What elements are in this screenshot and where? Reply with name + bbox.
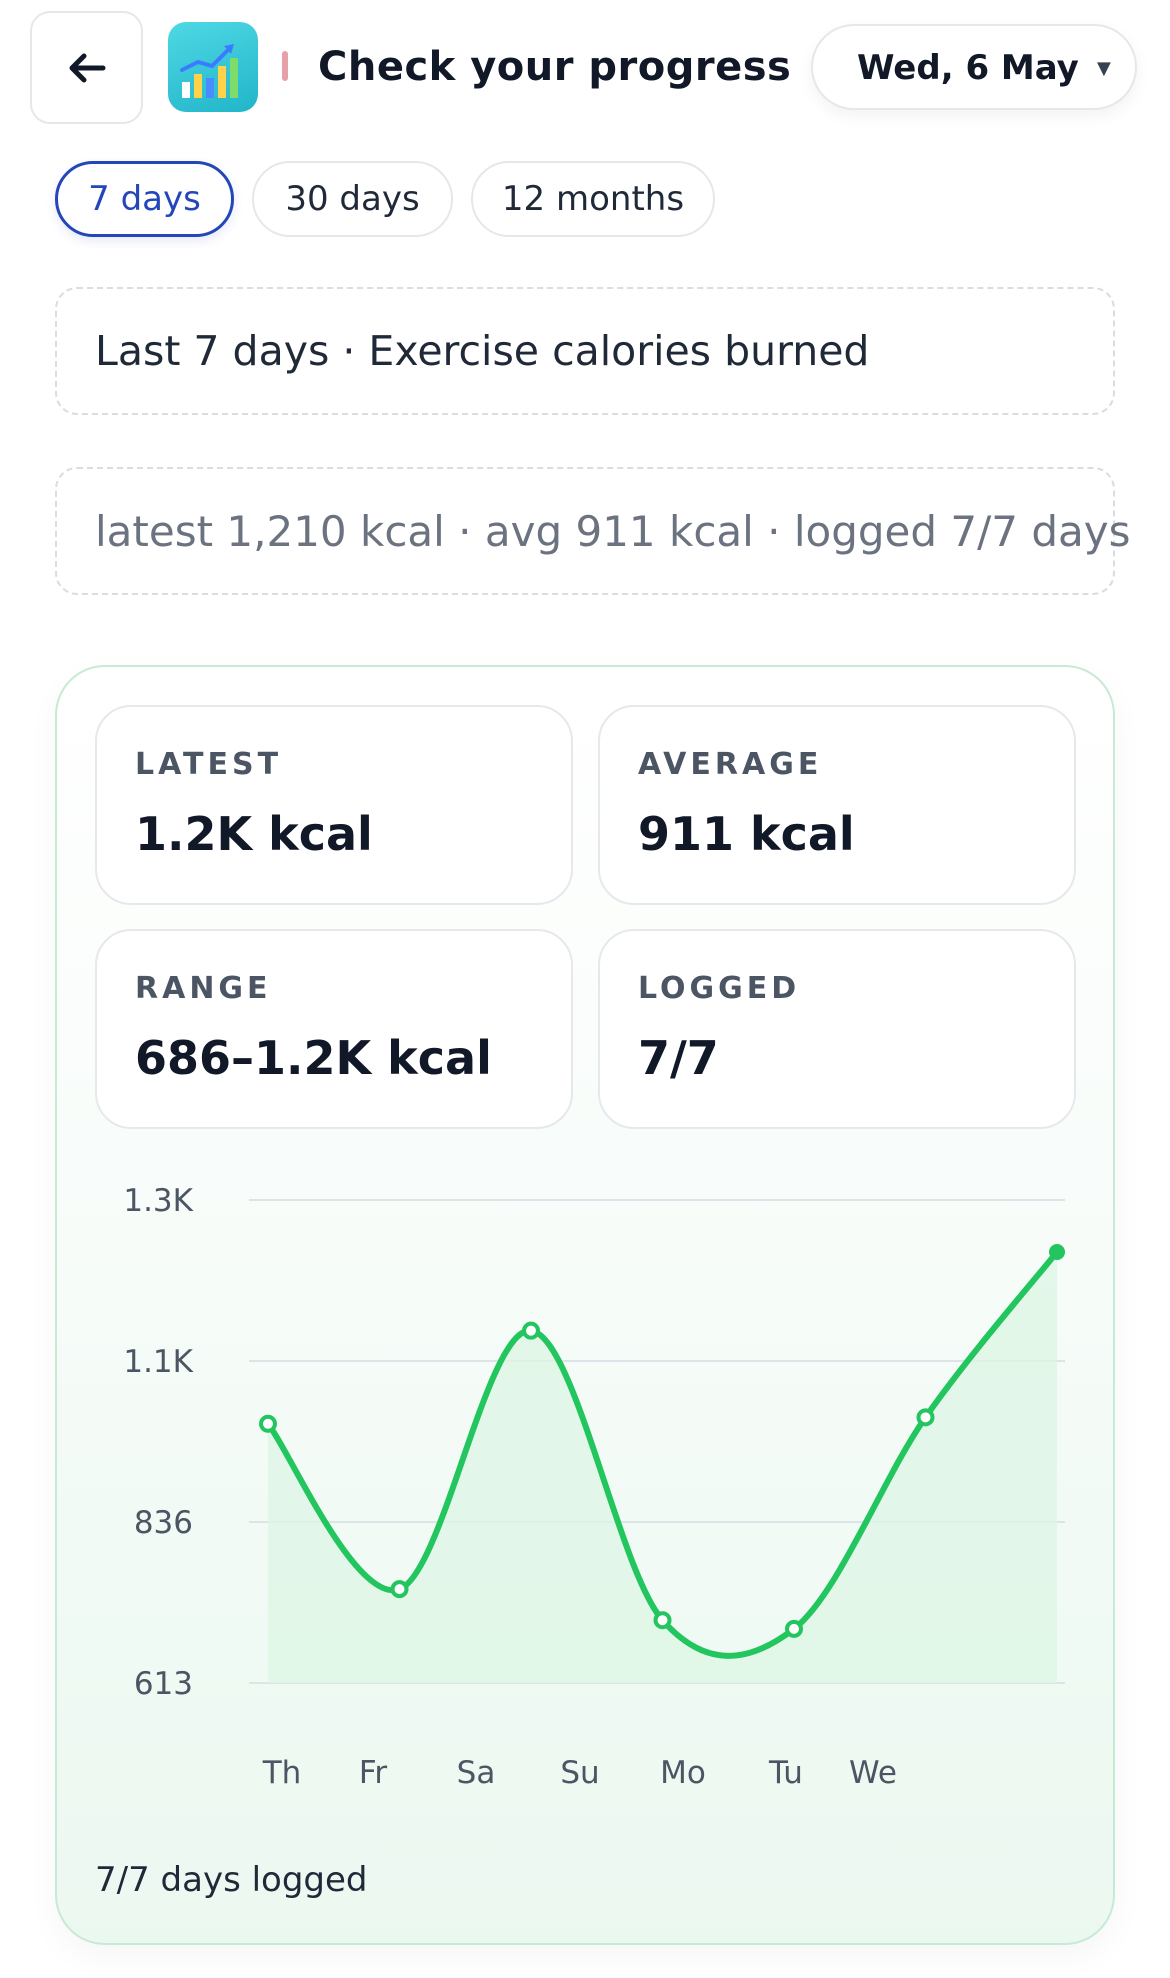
- x-tick-label: Th: [262, 1755, 302, 1791]
- stat-value: 1.2K kcal: [135, 807, 373, 861]
- stat-label: LOGGED: [638, 971, 801, 1006]
- arrow-left-icon: [69, 53, 105, 82]
- tab-12-months[interactable]: 12 months: [471, 161, 715, 237]
- stat-latest: LATEST 1.2K kcal: [95, 705, 573, 905]
- tab-30-days[interactable]: 30 days: [252, 161, 453, 237]
- x-tick-label: Mo: [660, 1755, 706, 1791]
- days-logged-note: 7/7 days logged: [95, 1860, 368, 1900]
- date-label: Wed, 6 May: [857, 48, 1079, 88]
- data-point: [916, 1408, 935, 1427]
- series-area: [268, 1251, 1057, 1683]
- summary-stats: latest 1,210 kcal · avg 911 kcal · logge…: [55, 467, 1130, 595]
- calories-chart: 1.3K 1.1K 836 613 Th Fr Sa Su Mo Tu We: [123, 1183, 1065, 1791]
- x-tick-label: Tu: [768, 1755, 803, 1791]
- stat-value: 911 kcal: [638, 807, 855, 861]
- data-point: [653, 1611, 672, 1630]
- data-point: [785, 1619, 803, 1638]
- stat-value: 7/7: [638, 1031, 719, 1085]
- stat-label: AVERAGE: [638, 747, 823, 782]
- stat-label: LATEST: [135, 747, 283, 782]
- x-tick-label: Su: [560, 1755, 599, 1791]
- stat-range: RANGE 686–1.2K kcal: [95, 929, 573, 1129]
- y-tick-label: 1.1K: [123, 1344, 193, 1380]
- page-title: Check your progress: [318, 44, 792, 90]
- stat-value: 686–1.2K kcal: [135, 1031, 492, 1085]
- y-tick-label: 613: [134, 1666, 193, 1702]
- tab-7-days[interactable]: 7 days: [55, 161, 234, 237]
- caret-down-icon: ▼: [1097, 58, 1111, 79]
- progress-card: LATEST 1.2K kcal AVERAGE 911 kcal RANGE …: [55, 665, 1115, 1945]
- header: Check your progress Wed, 6 May ▼: [0, 0, 1170, 140]
- y-tick-label: 1.3K: [123, 1183, 193, 1219]
- data-point: [522, 1321, 540, 1340]
- date-selector[interactable]: Wed, 6 May ▼: [811, 24, 1137, 110]
- stat-average: AVERAGE 911 kcal: [598, 705, 1076, 905]
- x-tick-label: Fr: [359, 1755, 388, 1791]
- title-accent: [282, 51, 288, 81]
- data-point: [1049, 1243, 1065, 1260]
- x-tick-label: Sa: [457, 1755, 496, 1791]
- stat-label: RANGE: [135, 971, 272, 1006]
- bar-chart-icon: [168, 22, 258, 112]
- summary-title: Last 7 days · Exercise calories burned: [55, 287, 1115, 415]
- back-button[interactable]: [30, 11, 143, 124]
- data-point: [390, 1580, 409, 1599]
- stat-logged: LOGGED 7/7: [598, 929, 1076, 1129]
- y-tick-label: 836: [134, 1505, 193, 1541]
- data-point: [259, 1414, 277, 1433]
- x-tick-label: We: [849, 1755, 897, 1791]
